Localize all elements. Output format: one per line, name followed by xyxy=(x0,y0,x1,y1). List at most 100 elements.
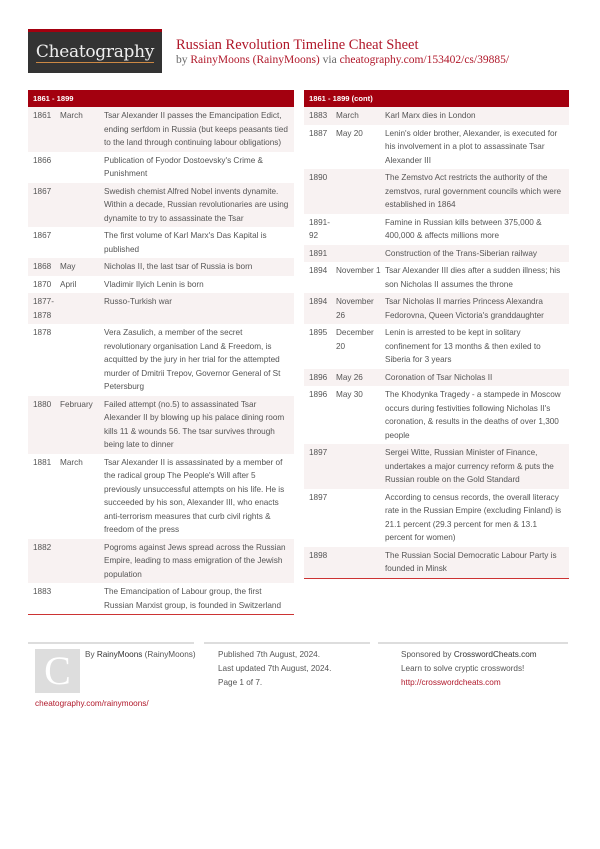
row-month xyxy=(336,446,385,487)
row-year: 1890 xyxy=(309,173,328,182)
row-month: November 26 xyxy=(336,297,374,320)
timeline-row: 1882 Pogroms against Jews spread across t… xyxy=(28,538,294,583)
author-link[interactable]: RainyMoons (RainyMoons) xyxy=(190,54,320,66)
row-year: 1877-1878 xyxy=(33,297,54,320)
row-year: 1887 xyxy=(309,128,328,138)
published-date: Published 7th August, 2024. xyxy=(218,650,320,659)
row-year: 1891 xyxy=(309,248,328,258)
timeline-row: 1894 November 1 Tsar Alexander III dies af… xyxy=(304,262,569,293)
row-month: March xyxy=(60,111,83,120)
row-text: Tsar Alexander II is assassinated by a m… xyxy=(104,457,285,535)
row-text: Lenin's older brother, Alexander, is exe… xyxy=(385,128,558,165)
row-text: Swedish chemist Alfred Nobel invents dyn… xyxy=(104,186,289,223)
row-text: Tsar Alexander II passes the Emancipatio… xyxy=(104,111,288,147)
row-year: 1882 xyxy=(33,542,52,552)
timeline-row: 1887 May 20 Lenin's older brother, Alexand… xyxy=(304,125,569,170)
timeline-row: 1890 The Zemstvo Act restricts the author… xyxy=(304,169,569,214)
sheet-url-link[interactable]: cheatography.com/153402/cs/39885/ xyxy=(339,54,510,66)
row-year: 1880 xyxy=(33,399,52,409)
row-year: 1897 xyxy=(309,492,328,502)
row-text: Failed attempt (no.5) to assassinated Ts… xyxy=(104,399,285,450)
timeline-row: 1891 Construction of the Trans-Siberian r… xyxy=(304,244,569,262)
row-month xyxy=(60,229,104,256)
sponsor-name[interactable]: CrosswordCheats.com xyxy=(453,650,537,659)
row-text: Sergei Witte, Russian Minister of Financ… xyxy=(385,448,554,484)
row-year: 1881 xyxy=(33,457,52,467)
footer-author: By RainyMoons (RainyMoons) xyxy=(85,648,196,662)
profile-link[interactable]: cheatography.com/rainymoons/ xyxy=(35,699,149,708)
row-month xyxy=(60,185,104,226)
row-month: May xyxy=(60,262,76,271)
timeline-row: 1866 Publication of Fyodor Dostoevsky's C… xyxy=(28,152,294,183)
row-text: Lenin is arrested to be kept in solitary… xyxy=(385,328,541,364)
timeline-row: 1896 May 26 Coronation of Tsar Nicholas II xyxy=(304,368,569,386)
row-month xyxy=(60,154,104,181)
row-year: 1894 xyxy=(309,297,328,306)
page-title: Russian Revolution Timeline Cheat Sheet xyxy=(176,37,419,53)
cheatography-logo[interactable]: Cheatography xyxy=(28,29,162,73)
via-label: via xyxy=(322,54,337,66)
row-text: Russo-Turkish war xyxy=(104,297,172,306)
row-month: December 20 xyxy=(336,328,374,351)
timeline-row: 1867 The first volume of Karl Marx's Das … xyxy=(28,227,294,258)
row-month: May 26 xyxy=(336,372,363,382)
byline: by RainyMoons (RainyMoons) via cheatogra… xyxy=(176,54,509,66)
timeline-row: 1881 March Tsar Alexander II is assassinat… xyxy=(28,454,294,539)
timeline-row: 1883 March Karl Marx dies in London xyxy=(304,107,569,125)
row-year: 1868 xyxy=(33,262,52,271)
timeline-row: 1895 December 20 Lenin is arrested to be k… xyxy=(304,324,569,369)
row-month xyxy=(336,491,385,545)
row-month xyxy=(336,549,385,576)
timeline-row: 1867 Swedish chemist Alfred Nobel invents… xyxy=(28,182,294,227)
timeline-row: 1897 Sergei Witte, Russian Minister of Fi… xyxy=(304,444,569,489)
row-year: 1894 xyxy=(309,266,328,275)
logo-text: Cheatography xyxy=(35,42,155,63)
footer-sponsor: Sponsored by CrosswordCheats.com Learn t… xyxy=(401,648,537,690)
row-month: March xyxy=(60,457,83,467)
row-text: Vera Zasulich, a member of the secret re… xyxy=(104,328,281,391)
row-year: 1870 xyxy=(33,279,52,289)
author-name-link[interactable]: RainyMoons xyxy=(96,650,143,659)
row-text: Karl Marx dies in London xyxy=(385,111,476,120)
page-number: Page 1 of 7. xyxy=(218,678,263,687)
row-month: November 1 xyxy=(336,266,381,275)
row-text: The Emancipation of Labour group, the fi… xyxy=(104,587,282,610)
row-text: Coronation of Tsar Nicholas II xyxy=(385,372,493,382)
row-year: 1866 xyxy=(33,155,52,165)
author-handle: (RainyMoons) xyxy=(144,650,196,659)
author-avatar[interactable]: C xyxy=(35,649,80,693)
section-right: 1861 - 1899 (cont) 1883 March Karl Marx di… xyxy=(304,90,569,579)
sponsor-link[interactable]: http://crosswordcheats.com xyxy=(401,678,501,687)
timeline-row: 1878 Vera Zasulich, a member of the secre… xyxy=(28,324,294,396)
timeline-row: 1891-92 Famine in Russian kills between 3… xyxy=(304,214,569,245)
footer-divider xyxy=(204,642,370,644)
row-month xyxy=(336,247,385,261)
timeline-row: 1868 May Nicholas II, the last tsar of Rus… xyxy=(28,258,294,276)
row-text: Nicholas II, the last tsar of Russia is … xyxy=(104,262,253,271)
timeline-row: 1894 November 26 Tsar Nicholas II marries … xyxy=(304,293,569,324)
row-text: Tsar Alexander III dies after a sudden i… xyxy=(385,266,561,289)
footer-divider xyxy=(28,642,194,644)
row-month: May 30 xyxy=(336,390,363,399)
row-month xyxy=(60,541,104,582)
row-text: Vladimir Ilyich Lenin is born xyxy=(104,279,204,289)
timeline-row: 1896 May 30 The Khodynka Tragedy - a stamp… xyxy=(304,386,569,444)
row-month xyxy=(336,171,385,212)
row-year: 1878 xyxy=(33,328,52,337)
row-year: 1891-92 xyxy=(309,217,330,241)
updated-date: Last updated 7th August, 2024. xyxy=(218,664,332,673)
row-text: Pogroms against Jews spread across the R… xyxy=(104,542,286,579)
row-year: 1896 xyxy=(309,372,328,382)
row-text: Tsar Nicholas II marries Princess Alexan… xyxy=(385,297,544,320)
section-title: 1861 - 1899 (cont) xyxy=(304,90,569,107)
sponsored-by-label: Sponsored by xyxy=(401,650,452,659)
row-year: 1898 xyxy=(309,550,328,560)
timeline-row: 1877-1878 Russo-Turkish war xyxy=(28,293,294,324)
sponsor-tagline: Learn to solve cryptic crosswords! xyxy=(401,664,525,673)
row-month xyxy=(60,295,104,322)
timeline-row: 1898 The Russian Social Democratic Labour… xyxy=(304,546,569,578)
row-year: 1897 xyxy=(309,448,328,457)
footer-divider xyxy=(378,642,568,644)
timeline-row: 1880 February Failed attempt (no.5) to ass… xyxy=(28,395,294,454)
